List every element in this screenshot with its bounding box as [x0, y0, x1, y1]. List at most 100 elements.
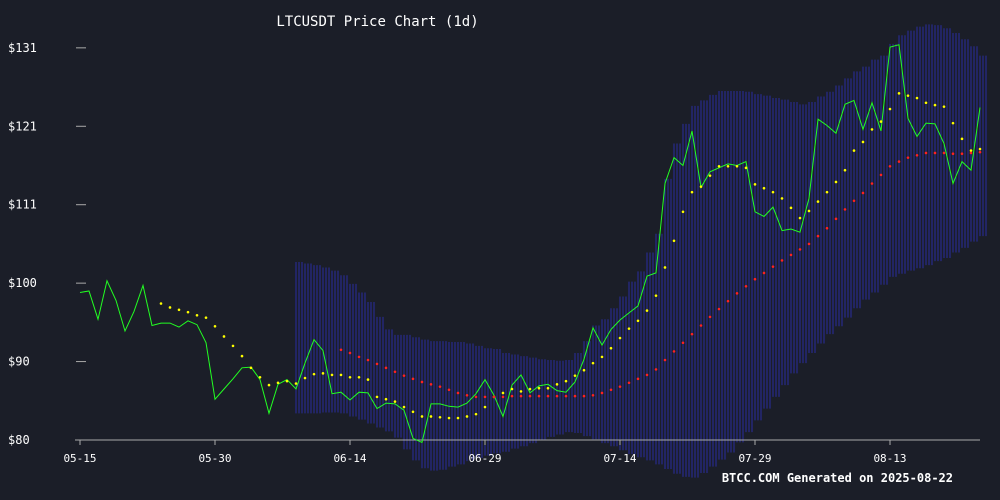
ma-long-point	[681, 341, 685, 345]
ma-short-point	[231, 344, 235, 348]
ma-long-point	[645, 373, 649, 377]
ma-short-point	[510, 387, 514, 391]
ma-short-point	[789, 206, 793, 210]
ma-short-point	[294, 382, 298, 385]
y-tick-label: $90	[8, 355, 30, 369]
price-line	[79, 44, 981, 444]
ma-short-point	[465, 415, 469, 418]
y-tick-label: $100	[8, 276, 37, 290]
ma-short-point	[330, 373, 334, 377]
ma-short-point	[222, 335, 226, 338]
ma-short-point	[681, 210, 685, 214]
ma-short-point	[915, 96, 919, 100]
ma-long-point	[924, 151, 928, 155]
ma-long-point	[897, 160, 901, 163]
ma-short-point	[753, 183, 757, 186]
axes: $80 $90 $100 $111 $121 $131 05-15 05-30 06-14 06-…	[8, 41, 980, 465]
x-tick-label: 05-30	[198, 452, 231, 465]
ma-short-point	[690, 190, 694, 194]
ma-short-point	[969, 149, 973, 152]
ma-short-point	[771, 190, 775, 194]
long-ma-series	[339, 150, 982, 399]
ma-long-point	[843, 208, 847, 211]
ma-short-point	[726, 164, 730, 168]
ma-long-point	[852, 199, 856, 203]
ma-short-point	[249, 366, 253, 370]
ma-short-point	[564, 379, 568, 383]
ma-short-point	[177, 308, 181, 312]
ma-short-point	[267, 383, 271, 387]
ma-short-point	[204, 316, 208, 319]
ma-short-point	[888, 107, 892, 111]
ma-short-point	[501, 391, 505, 395]
ma-short-point	[303, 376, 307, 380]
ma-long-point	[420, 380, 424, 384]
ma-short-point	[708, 174, 712, 177]
ma-short-point	[735, 164, 739, 168]
ma-short-point	[933, 103, 937, 107]
ma-short-point	[195, 313, 199, 317]
ma-short-point	[609, 346, 613, 350]
ma-long-point	[429, 383, 433, 386]
ma-long-point	[519, 394, 523, 398]
ma-long-point	[591, 393, 595, 397]
ma-short-point	[780, 197, 784, 200]
ma-long-point	[402, 374, 406, 377]
ma-short-point	[321, 372, 325, 375]
ma-long-point	[888, 164, 892, 168]
ma-long-point	[357, 355, 361, 359]
ma-short-point	[402, 405, 406, 409]
ma-short-point	[618, 336, 622, 340]
y-tick-label: $121	[8, 119, 37, 133]
ma-short-point	[825, 190, 829, 194]
ma-short-point	[528, 387, 532, 391]
ma-long-point	[798, 248, 802, 251]
ma-long-point	[564, 394, 568, 398]
ma-long-point	[726, 299, 730, 303]
ma-long-point	[447, 388, 451, 392]
ma-long-point	[483, 395, 487, 399]
ma-short-point	[744, 166, 748, 170]
ma-long-point	[600, 391, 604, 395]
ma-long-point	[501, 395, 505, 399]
ma-long-point	[384, 366, 388, 370]
ma-long-point	[780, 259, 784, 262]
ma-long-point	[618, 385, 622, 388]
ma-short-point	[429, 415, 433, 418]
ma-short-point	[870, 128, 874, 131]
ma-short-point	[834, 180, 838, 184]
ma-long-point	[915, 153, 919, 157]
ma-short-point	[546, 386, 550, 390]
x-tick-label: 08-13	[873, 452, 906, 465]
x-tick-label: 06-29	[468, 452, 501, 465]
ma-short-point	[168, 306, 172, 309]
y-tick-label: $80	[8, 433, 30, 447]
ma-short-point	[762, 186, 766, 190]
ma-long-point	[510, 394, 514, 398]
ma-short-point	[456, 416, 460, 420]
ma-long-point	[960, 152, 964, 156]
ma-short-point	[312, 372, 316, 376]
ma-long-point	[348, 351, 352, 355]
price-series	[79, 44, 981, 444]
ma-short-point	[240, 354, 244, 358]
ma-short-point	[816, 200, 820, 203]
ma-long-point	[555, 394, 559, 398]
ma-short-point	[393, 400, 397, 403]
ma-short-point	[600, 355, 604, 359]
ma-long-point	[411, 377, 415, 381]
ma-short-point	[438, 415, 442, 419]
ma-long-point	[816, 234, 820, 238]
ma-short-point	[942, 105, 946, 108]
chart-footer: BTCC.COM Generated on 2025-08-22	[721, 471, 953, 485]
ma-short-point	[717, 164, 721, 168]
ma-short-point	[159, 302, 163, 305]
ma-long-point	[465, 393, 469, 397]
ma-long-point	[690, 332, 694, 336]
ma-long-point	[636, 377, 640, 381]
ma-short-point	[843, 168, 847, 172]
ma-short-point	[375, 395, 379, 399]
ma-long-point	[870, 182, 874, 185]
